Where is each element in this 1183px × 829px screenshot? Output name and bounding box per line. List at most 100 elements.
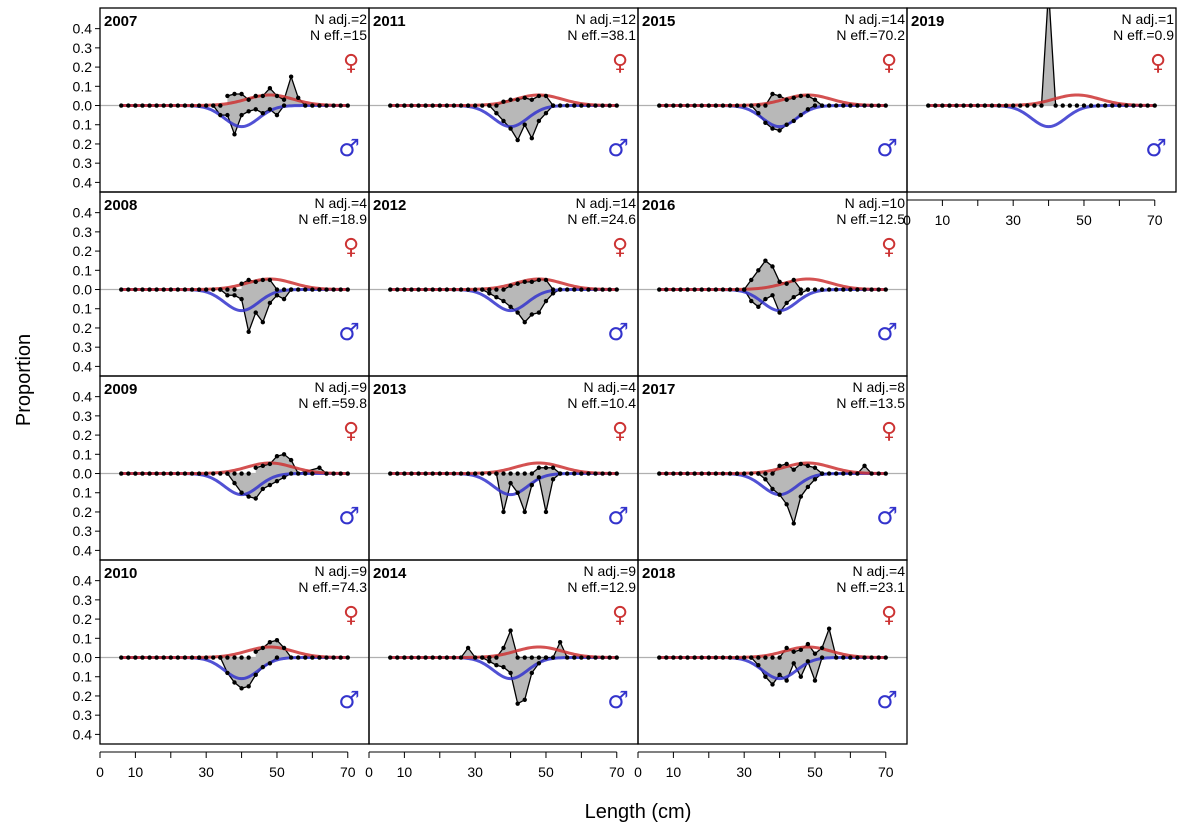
female-obs-point [133, 287, 138, 292]
male-obs-point [508, 304, 513, 310]
panel-2015: 2015 N adj.=14N eff.=70.2 ♀ ♂ [637, 7, 908, 193]
female-obs-point [260, 93, 266, 99]
female-obs-point [862, 655, 867, 660]
y-tick-label: 0.1 [73, 446, 93, 462]
male-obs-point [756, 471, 761, 476]
female-obs-point [487, 471, 492, 476]
female-obs-point [1067, 103, 1073, 108]
female-expected-curve [928, 93, 1155, 108]
male-obs-point [260, 111, 266, 116]
female-obs-point [876, 655, 881, 660]
female-obs-point [430, 287, 435, 292]
n-adj-label: N adj.=2 [314, 11, 367, 27]
female-obs-point [395, 471, 400, 476]
female-obs-point [536, 93, 542, 99]
female-observed-line [1040, 8, 1057, 106]
y-tick-label: 0.3 [73, 224, 93, 240]
female-obs-point [317, 287, 322, 292]
male-obs-point [246, 109, 251, 114]
female-observed-fill [255, 640, 292, 658]
female-obs-point [515, 655, 520, 660]
y-tick-label: 0.4 [73, 174, 93, 190]
female-obs-point [260, 645, 266, 651]
panel-plot-area [369, 461, 638, 515]
female-obs-point [140, 103, 145, 108]
female-obs-point [812, 651, 818, 656]
x-tick-label: 30 [736, 764, 752, 780]
female-obs-point [338, 103, 343, 108]
female-obs-point [161, 471, 166, 476]
male-symbol-icon: ♂ [338, 686, 360, 714]
female-observed-fill [503, 279, 554, 290]
female-symbol-icon: ♀ [612, 235, 628, 260]
female-obs-point [1003, 103, 1009, 108]
y-tick-label: 0.2 [73, 136, 93, 152]
male-obs-point [741, 287, 747, 292]
panel-year-label: 2009 [104, 381, 137, 398]
panel-year-label: 2019 [911, 13, 944, 30]
x-tick-label: 30 [467, 764, 483, 780]
n-eff-label: N eff.=59.8 [298, 395, 367, 411]
male-symbol-icon: ♂ [876, 134, 898, 162]
x-tick-label: 70 [340, 764, 356, 780]
female-obs-point [812, 465, 818, 470]
female-obs-point [869, 655, 874, 660]
female-obs-point [777, 655, 782, 660]
female-obs-point [423, 471, 428, 476]
male-obs-point [281, 103, 287, 108]
female-obs-point [140, 287, 145, 292]
y-tick-label: 0.1 [73, 630, 93, 646]
panel-year-label: 2010 [104, 565, 137, 582]
female-obs-point [274, 93, 280, 99]
female-observed-fill [744, 260, 801, 290]
female-obs-point [338, 655, 343, 660]
female-obs-point [444, 287, 450, 292]
x-tick-label: 10 [128, 764, 144, 780]
male-obs-point [515, 490, 520, 495]
female-obs-point [480, 103, 485, 108]
male-obs-point [770, 126, 775, 131]
female-expected-curve [659, 277, 886, 292]
female-obs-point [154, 287, 159, 292]
female-obs-point [225, 93, 230, 99]
female-obs-point [388, 287, 393, 292]
female-obs-point [133, 655, 138, 660]
male-obs-point [784, 300, 789, 306]
female-obs-point [331, 471, 336, 476]
female-expected-curve [121, 461, 348, 476]
female-obs-point [395, 287, 400, 292]
male-obs-point [480, 655, 485, 660]
female-obs-point [791, 95, 796, 101]
y-tick-label: 0.0 [73, 98, 93, 114]
female-obs-point [388, 471, 393, 476]
panel-2018: 2018 N adj.=4N eff.=23.1 ♀ ♂ [637, 559, 908, 745]
male-obs-point [812, 477, 818, 482]
female-symbol-icon: ♀ [612, 603, 628, 628]
female-obs-point [1145, 103, 1150, 108]
female-obs-point [133, 103, 138, 108]
male-obs-point [246, 494, 251, 499]
male-obs-point [501, 664, 506, 670]
panel-2016: 2016 N adj.=10N eff.=12.5 ♀ ♂ [637, 191, 908, 377]
male-obs-point [501, 509, 506, 515]
female-obs-point [161, 655, 166, 660]
male-obs-point [812, 103, 818, 108]
female-obs-point [515, 471, 520, 476]
female-obs-point [720, 287, 726, 292]
female-obs-point [727, 655, 733, 660]
female-obs-point [593, 655, 598, 660]
female-obs-point [472, 287, 478, 292]
male-obs-point [501, 298, 506, 304]
x-tick-label: 70 [609, 764, 625, 780]
female-obs-point [784, 97, 789, 102]
female-obs-point [777, 463, 782, 469]
female-obs-point [168, 655, 173, 660]
male-obs-point [749, 298, 754, 304]
female-obs-point [133, 471, 138, 476]
female-obs-point [876, 103, 881, 108]
female-obs-point [593, 471, 598, 476]
male-obs-point [508, 670, 513, 676]
male-obs-point [218, 287, 223, 292]
panel-year-label: 2008 [104, 197, 137, 214]
panel-plot-area [369, 277, 638, 325]
